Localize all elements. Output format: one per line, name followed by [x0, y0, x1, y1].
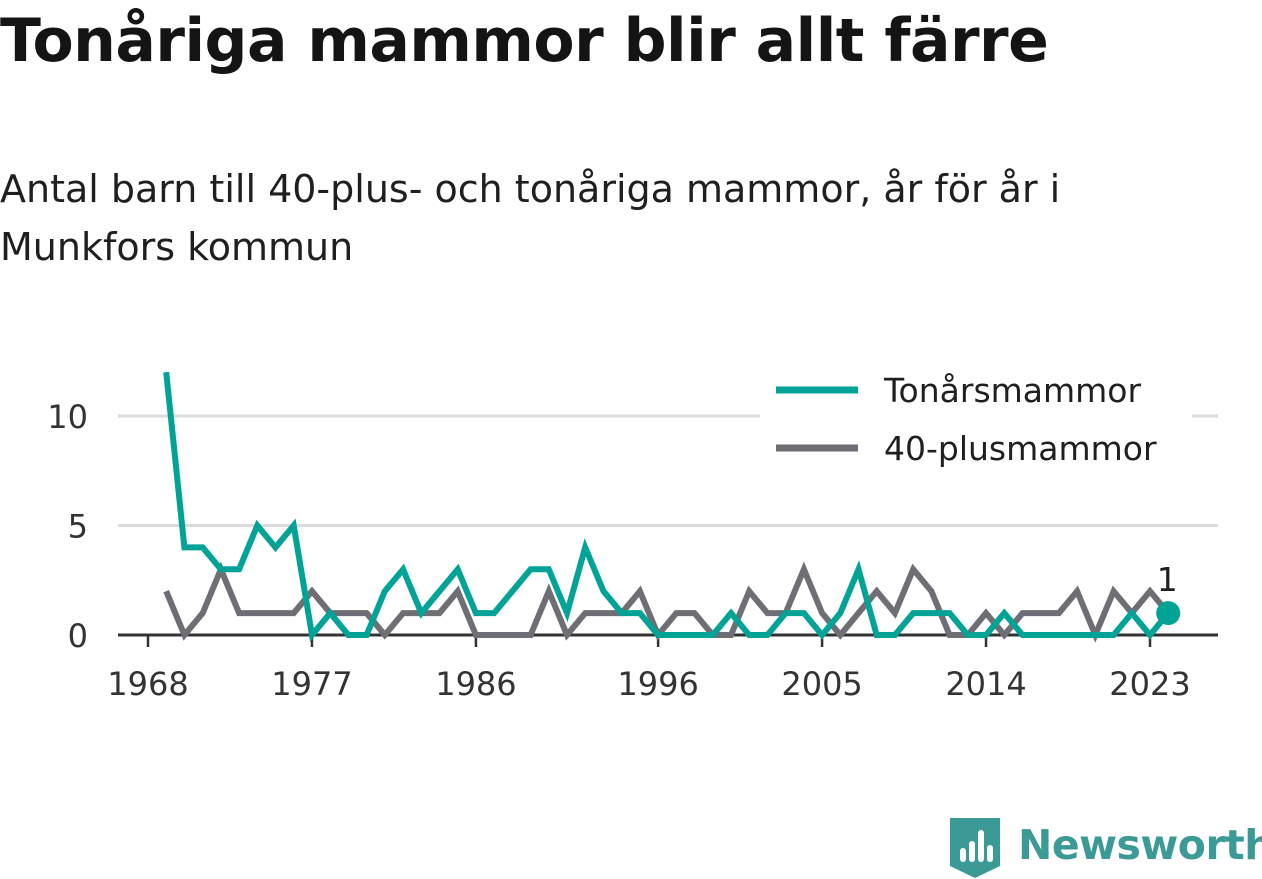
legend-label: Tonårsmammor [883, 371, 1141, 410]
legend-label: 40-plusmammor [884, 429, 1157, 468]
x-tick-label: 1996 [617, 665, 698, 703]
end-point-label: 1 [1157, 560, 1178, 599]
y-tick-label: 10 [47, 398, 88, 436]
legend: Tonårsmammor 40-plusmammor [760, 360, 1192, 482]
x-tick-label: 1977 [271, 665, 352, 703]
series-line-tonarsmammor [163, 371, 1171, 642]
y-axis-ticks: 0 5 10 [47, 398, 88, 655]
line-chart: 0 5 10 1968 1977 1986 1996 2005 2014 2023 1 Tonå… [47, 360, 1218, 703]
series-lines [163, 371, 1171, 643]
x-tick-label: 2005 [781, 665, 862, 703]
x-axis-ticks: 1968 1977 1986 1996 2005 2014 2023 [107, 635, 1191, 703]
y-tick-label: 5 [68, 508, 88, 546]
bar-chart-icon [950, 818, 1000, 878]
end-point-marker [1156, 601, 1181, 626]
brand-logo: Newsworthy [950, 818, 1262, 878]
x-tick-label: 2014 [945, 665, 1026, 703]
x-tick-label: 1986 [435, 665, 516, 703]
chart-title: Tonåriga mammor blir allt färre [0, 6, 1049, 76]
legend-background [760, 360, 1192, 482]
x-tick-label: 2023 [1109, 665, 1190, 703]
brand-name: Newsworthy [1018, 821, 1262, 869]
end-point: 1 [1156, 560, 1181, 626]
y-tick-label: 0 [68, 617, 88, 655]
x-tick-label: 1968 [107, 665, 188, 703]
chart-subtitle: Antal barn till 40-plus- och tonåriga ma… [0, 167, 1061, 269]
